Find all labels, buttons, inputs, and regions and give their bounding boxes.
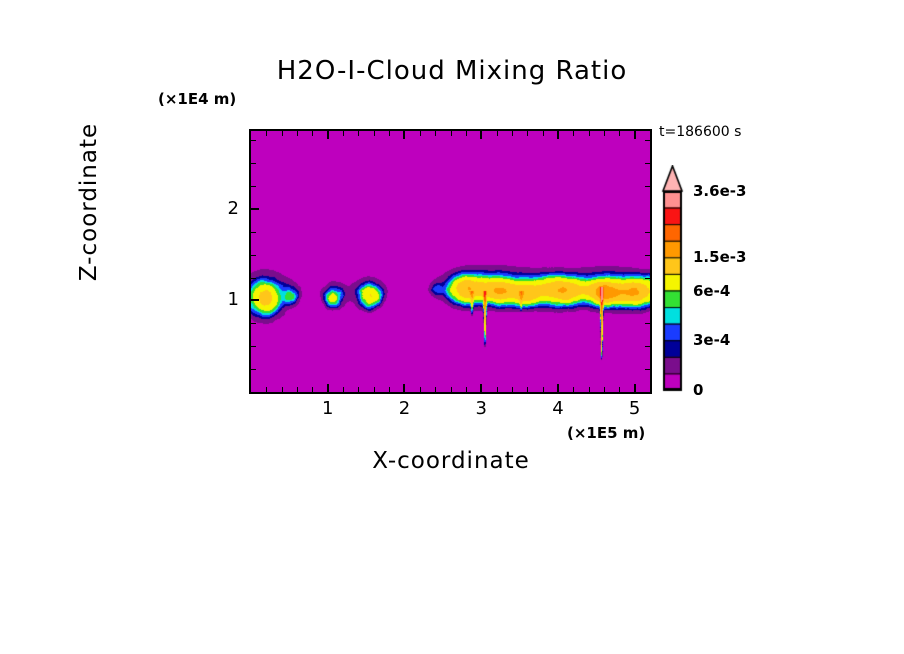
x-minor-tick-top: [603, 131, 605, 136]
x-minor-tick: [511, 387, 513, 392]
x-minor-tick: [266, 387, 268, 392]
x-minor-tick-top: [435, 131, 437, 136]
page-title: H2O-I-Cloud Mixing Ratio: [276, 56, 628, 86]
colorbar-tick-label: 1.5e-3: [693, 248, 747, 267]
y-minor-tick: [251, 231, 256, 233]
y-minor-tick: [251, 254, 256, 256]
x-minor-tick-top: [542, 131, 544, 136]
y-minor-tick-right: [645, 140, 650, 142]
x-minor-tick-top: [573, 131, 575, 136]
y-tick-label: 2: [227, 197, 239, 219]
heatmap-canvas: [251, 131, 650, 392]
y-minor-tick-right: [645, 346, 650, 348]
x-minor-tick-top: [343, 131, 345, 136]
x-tick-label: 4: [552, 398, 564, 419]
y-minor-tick: [251, 185, 256, 187]
x-minor-tick: [297, 387, 299, 392]
x-minor-tick: [542, 387, 544, 392]
x-minor-tick: [373, 387, 375, 392]
y-minor-tick-right: [645, 369, 650, 371]
x-minor-tick-top: [450, 131, 452, 136]
x-minor-tick: [465, 387, 467, 392]
x-minor-tick-top: [389, 131, 391, 136]
x-tick-mark: [633, 384, 636, 392]
x-minor-tick-top: [373, 131, 375, 136]
timestamp-annotation: t=186600 s: [659, 124, 742, 140]
x-minor-tick: [588, 387, 590, 392]
x-tick-label: 1: [321, 398, 334, 419]
x-tick-mark: [480, 384, 483, 392]
x-minor-tick-top: [588, 131, 590, 136]
x-minor-tick-top: [419, 131, 421, 136]
x-minor-tick-top: [281, 131, 283, 136]
x-minor-tick: [603, 387, 605, 392]
x-tick-mark-top: [556, 131, 559, 139]
x-axis-unit-label: (×1E5 m): [567, 424, 646, 442]
x-minor-tick: [619, 387, 621, 392]
x-minor-tick-top: [496, 131, 498, 136]
y-axis-label: Z-coordinate: [76, 122, 102, 282]
x-minor-tick: [435, 387, 437, 392]
x-minor-tick-top: [465, 131, 467, 136]
x-tick-mark: [556, 384, 559, 392]
x-minor-tick: [343, 387, 345, 392]
x-axis-label: X-coordinate: [372, 448, 530, 474]
x-minor-tick-top: [297, 131, 299, 136]
y-minor-tick: [251, 369, 256, 371]
x-tick-label: 3: [475, 398, 487, 419]
x-minor-tick: [450, 387, 452, 392]
x-minor-tick: [389, 387, 391, 392]
x-minor-tick-top: [266, 131, 268, 136]
y-minor-tick: [251, 277, 256, 279]
x-tick-mark: [403, 384, 406, 392]
x-minor-tick: [358, 387, 360, 392]
x-tick-label: 5: [628, 398, 641, 419]
x-tick-mark-top: [326, 131, 329, 139]
x-minor-tick: [312, 387, 314, 392]
y-minor-tick-right: [645, 231, 650, 233]
y-minor-tick-right: [645, 185, 650, 187]
x-minor-tick-top: [312, 131, 314, 136]
y-minor-tick: [251, 140, 256, 142]
y-tick-label: 1: [227, 289, 239, 311]
x-minor-tick: [419, 387, 421, 392]
y-minor-tick-right: [645, 254, 650, 256]
colorbar-tick-label: 0: [693, 381, 704, 399]
y-minor-tick: [251, 346, 256, 348]
x-minor-tick: [527, 387, 529, 392]
y-minor-tick-right: [645, 163, 650, 165]
x-tick-mark: [326, 384, 329, 392]
x-minor-tick-top: [527, 131, 529, 136]
x-minor-tick-top: [619, 131, 621, 136]
y-tick-mark: [251, 207, 259, 210]
x-tick-mark-top: [403, 131, 406, 139]
plot-area: [251, 131, 650, 392]
x-minor-tick-top: [358, 131, 360, 136]
y-minor-tick: [251, 163, 256, 165]
colorbar-tick-label: 3.6e-3: [693, 182, 747, 200]
y-axis-unit-label: (×1E4 m): [158, 90, 237, 108]
y-tick-mark: [251, 299, 259, 302]
x-tick-mark-top: [633, 131, 636, 139]
y-minor-tick-right: [645, 323, 650, 325]
x-minor-tick: [496, 387, 498, 392]
x-tick-mark-top: [480, 131, 483, 139]
x-minor-tick: [573, 387, 575, 392]
colorbar-tick-label: 6e-4: [693, 281, 731, 300]
colorbar-tick-label: 3e-4: [693, 331, 731, 350]
y-minor-tick-right: [645, 277, 650, 279]
x-minor-tick-top: [511, 131, 513, 136]
x-tick-label: 2: [398, 398, 411, 419]
y-minor-tick: [251, 323, 256, 325]
x-minor-tick: [281, 387, 283, 392]
colorbar: [661, 165, 781, 405]
